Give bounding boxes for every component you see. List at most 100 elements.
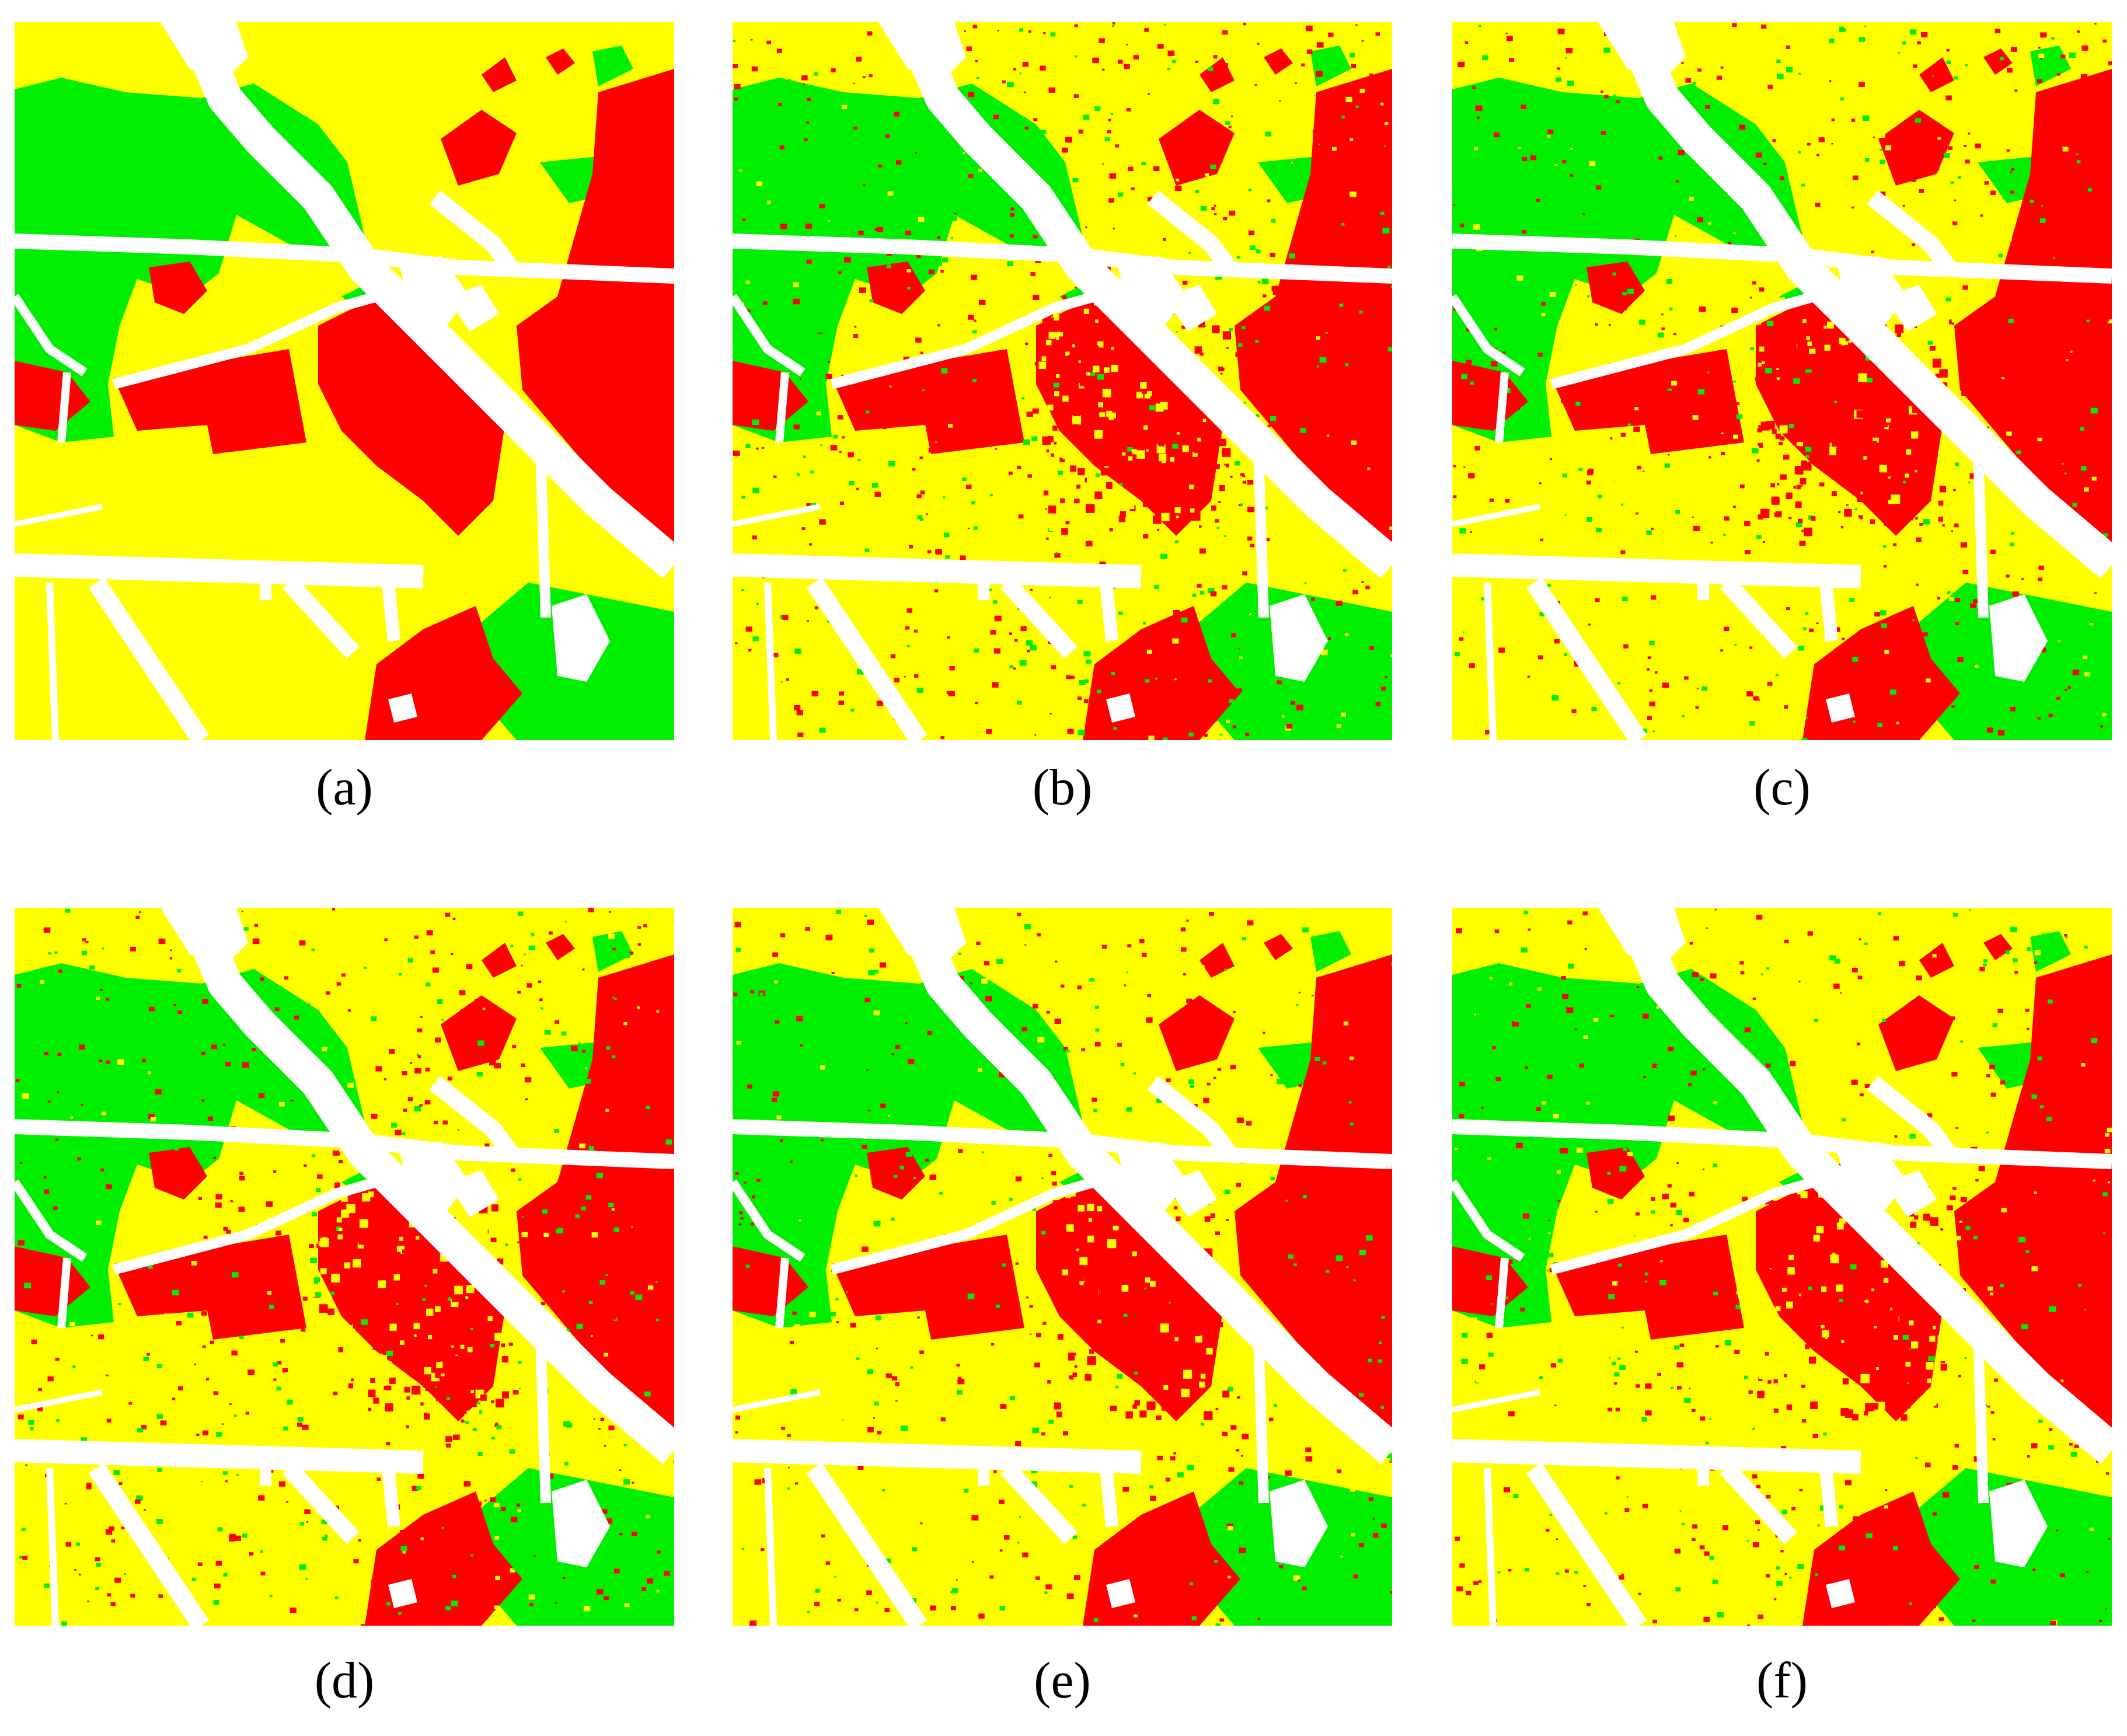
classification-speckle bbox=[1670, 1202, 1676, 1208]
classification-speckle bbox=[1148, 93, 1150, 95]
classification-speckle bbox=[1026, 650, 1030, 653]
classification-speckle bbox=[1048, 87, 1055, 93]
classification-speckle bbox=[1095, 319, 1099, 323]
classification-speckle bbox=[893, 111, 899, 117]
classification-speckle bbox=[239, 1176, 245, 1181]
classification-speckle bbox=[2060, 1379, 2064, 1382]
classification-speckle bbox=[2008, 1306, 2013, 1311]
classification-speckle bbox=[1361, 174, 1364, 177]
classification-speckle bbox=[2074, 1369, 2079, 1372]
classification-speckle bbox=[1072, 515, 1077, 520]
classification-speckle bbox=[1940, 316, 1950, 326]
classification-speckle bbox=[1083, 651, 1091, 657]
classification-speckle bbox=[22, 1093, 29, 1099]
classification-speckle bbox=[1547, 1066, 1553, 1071]
classification-speckle bbox=[441, 1374, 445, 1376]
classification-speckle bbox=[941, 368, 948, 374]
classification-speckle bbox=[2025, 1009, 2030, 1012]
classification-speckle bbox=[1557, 1200, 1561, 1202]
classification-speckle bbox=[1195, 60, 1198, 63]
classification-speckle bbox=[433, 1268, 438, 1274]
classification-speckle bbox=[1369, 646, 1374, 650]
classification-speckle bbox=[1034, 1362, 1041, 1368]
classification-speckle bbox=[1052, 426, 1058, 431]
classification-speckle bbox=[1197, 1314, 1202, 1320]
classification-speckle bbox=[1472, 1317, 1477, 1321]
classification-speckle bbox=[1315, 71, 1323, 77]
classification-speckle bbox=[1341, 223, 1345, 226]
classification-speckle bbox=[528, 1594, 535, 1600]
classification-speckle bbox=[1239, 1547, 1246, 1553]
classification-speckle bbox=[1891, 434, 1896, 438]
classification-speckle bbox=[2067, 1100, 2070, 1102]
classification-speckle bbox=[1143, 425, 1148, 430]
classification-speckle bbox=[1229, 327, 1233, 332]
classification-speckle bbox=[1805, 447, 1812, 452]
classification-speckle bbox=[842, 1419, 844, 1421]
classification-speckle bbox=[378, 1037, 382, 1040]
classification-speckle bbox=[1345, 363, 1349, 367]
road-mask bbox=[1452, 504, 1540, 527]
classification-speckle bbox=[1223, 535, 1226, 537]
classification-speckle bbox=[2086, 319, 2090, 322]
classification-speckle bbox=[236, 1061, 243, 1067]
classification-speckle bbox=[311, 1154, 316, 1158]
classification-speckle bbox=[1732, 23, 1737, 27]
classification-speckle bbox=[475, 999, 482, 1005]
classification-speckle bbox=[273, 1284, 279, 1289]
classification-speckle bbox=[1157, 44, 1164, 49]
classification-speckle bbox=[2109, 283, 2112, 289]
classification-speckle bbox=[1043, 490, 1049, 496]
classification-speckle bbox=[1706, 927, 1708, 929]
classification-speckle bbox=[1623, 1147, 1627, 1151]
classification-speckle bbox=[529, 1603, 534, 1606]
classification-speckle bbox=[772, 952, 778, 957]
classification-speckle bbox=[736, 1041, 741, 1045]
classification-speckle bbox=[1905, 473, 1909, 478]
classification-speckle bbox=[733, 64, 738, 68]
classification-speckle bbox=[592, 1296, 595, 1299]
classification-speckle bbox=[1508, 1154, 1513, 1158]
classification-speckle bbox=[1877, 688, 1881, 691]
classification-speckle bbox=[479, 1227, 488, 1236]
classification-speckle bbox=[1310, 597, 1315, 601]
classification-speckle bbox=[1915, 118, 1921, 123]
classification-speckle bbox=[1537, 655, 1543, 660]
classification-speckle bbox=[1613, 318, 1616, 320]
classification-speckle bbox=[2098, 1619, 2102, 1622]
classification-speckle bbox=[735, 642, 738, 644]
classification-speckle bbox=[1031, 1468, 1037, 1473]
classification-speckle bbox=[423, 1379, 431, 1388]
classification-speckle bbox=[299, 1144, 304, 1149]
classification-speckle bbox=[2084, 487, 2089, 492]
classification-speckle bbox=[400, 1340, 405, 1345]
classification-speckle bbox=[837, 1598, 841, 1602]
classification-speckle bbox=[1144, 996, 1149, 1000]
classification-speckle bbox=[377, 1329, 382, 1334]
classification-speckle bbox=[869, 299, 873, 302]
classification-speckle bbox=[588, 1301, 593, 1305]
classification-speckle bbox=[532, 1099, 540, 1104]
classification-speckle bbox=[353, 1559, 359, 1564]
classification-speckle bbox=[102, 947, 104, 950]
classification-speckle bbox=[2002, 377, 2004, 379]
classification-speckle bbox=[1472, 86, 1476, 89]
classification-speckle bbox=[1675, 510, 1680, 514]
classification-speckle bbox=[2016, 1019, 2019, 1022]
classification-speckle bbox=[1909, 1320, 1914, 1326]
classification-speckle bbox=[2080, 1186, 2087, 1191]
classification-speckle bbox=[864, 269, 867, 272]
classification-speckle bbox=[1788, 517, 1792, 520]
classification-speckle bbox=[1649, 640, 1655, 646]
classification-speckle bbox=[1676, 1362, 1684, 1368]
classification-speckle bbox=[1896, 332, 1901, 337]
classification-speckle bbox=[1200, 965, 1205, 969]
classification-speckle bbox=[1794, 466, 1804, 475]
classification-speckle bbox=[1314, 1057, 1320, 1061]
classification-speckle bbox=[2111, 1150, 2112, 1153]
classification-speckle bbox=[1455, 1148, 1458, 1151]
classification-speckle bbox=[205, 1378, 210, 1381]
classification-speckle bbox=[2094, 592, 2097, 594]
classification-speckle bbox=[943, 496, 946, 499]
classification-speckle bbox=[919, 1350, 925, 1354]
